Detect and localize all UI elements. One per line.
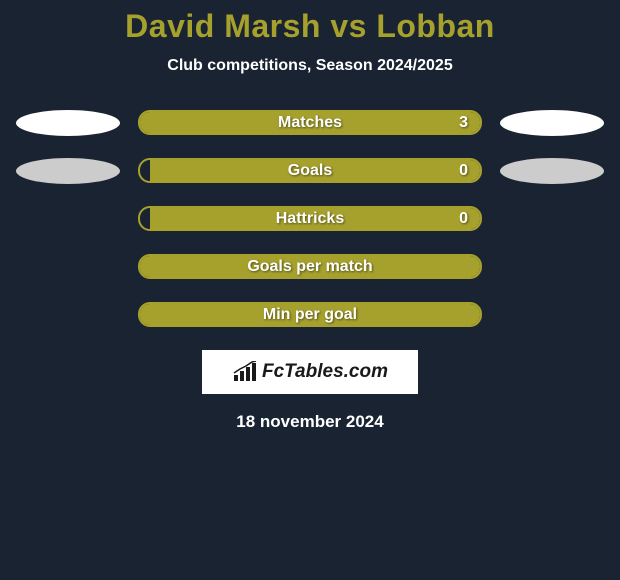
stat-row: Hattricks 0 [0,206,620,231]
stat-label: Hattricks [276,210,344,228]
ellipse-placeholder [16,302,120,328]
subtitle: Club competitions, Season 2024/2025 [0,57,620,75]
page-title: David Marsh vs Lobban [0,8,620,45]
ellipse-placeholder [500,206,604,232]
chart-icon [232,361,258,383]
stat-value: 3 [459,114,468,132]
stat-bar: Matches 3 [138,110,482,135]
ellipse-placeholder [500,302,604,328]
stat-row: Min per goal [0,302,620,327]
ellipse-placeholder [500,254,604,280]
right-ellipse [500,110,604,136]
stat-row: Matches 3 [0,110,620,135]
right-ellipse [500,158,604,184]
stat-row: Goals 0 [0,158,620,183]
stat-label: Matches [278,114,342,132]
ellipse-placeholder [16,254,120,280]
logo-text: FcTables.com [262,361,388,383]
stat-label: Goals per match [247,258,372,276]
stats-area: Matches 3 Goals 0 Hattricks 0 Goals per match M… [0,110,620,327]
stat-bar: Hattricks 0 [138,206,482,231]
ellipse-placeholder [16,206,120,232]
main-container: David Marsh vs Lobban Club competitions,… [0,0,620,432]
left-ellipse [16,110,120,136]
logo-box: FcTables.com [202,350,418,394]
stat-label: Min per goal [263,306,357,324]
stat-label: Goals [288,162,332,180]
left-ellipse [16,158,120,184]
stat-value: 0 [459,210,468,228]
stat-value: 0 [459,162,468,180]
stat-bar: Min per goal [138,302,482,327]
stat-bar: Goals 0 [138,158,482,183]
date-text: 18 november 2024 [0,412,620,432]
stat-row: Goals per match [0,254,620,279]
stat-bar: Goals per match [138,254,482,279]
